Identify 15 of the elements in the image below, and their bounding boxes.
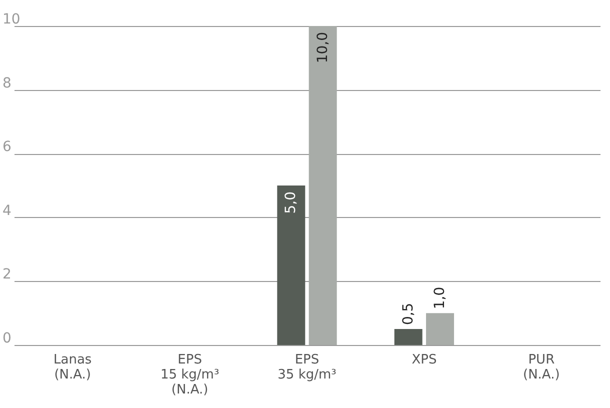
y-tick-label: 6	[2, 139, 12, 156]
x-tick-label: EPS 15 kg/m³ (N.A.)	[160, 352, 220, 398]
y-tick-label: 8	[2, 75, 12, 92]
x-tick-label: EPS 35 kg/m³	[278, 352, 336, 382]
x-tick-label: Lanas (N.A.)	[54, 352, 92, 382]
y-tick-label: 2	[2, 266, 12, 283]
data-label: 0,5	[400, 302, 416, 326]
y-tick-label: 0	[2, 330, 12, 346]
data-label: 1,0	[432, 286, 448, 310]
y-tick-label: 10	[2, 12, 20, 28]
y-tick-label: 4	[2, 202, 12, 219]
data-label: 10,0	[314, 32, 331, 64]
x-tick-label: PUR (N.A.)	[522, 352, 560, 382]
data-label: 5,0	[283, 192, 300, 214]
x-tick-label: XPS	[412, 352, 437, 368]
